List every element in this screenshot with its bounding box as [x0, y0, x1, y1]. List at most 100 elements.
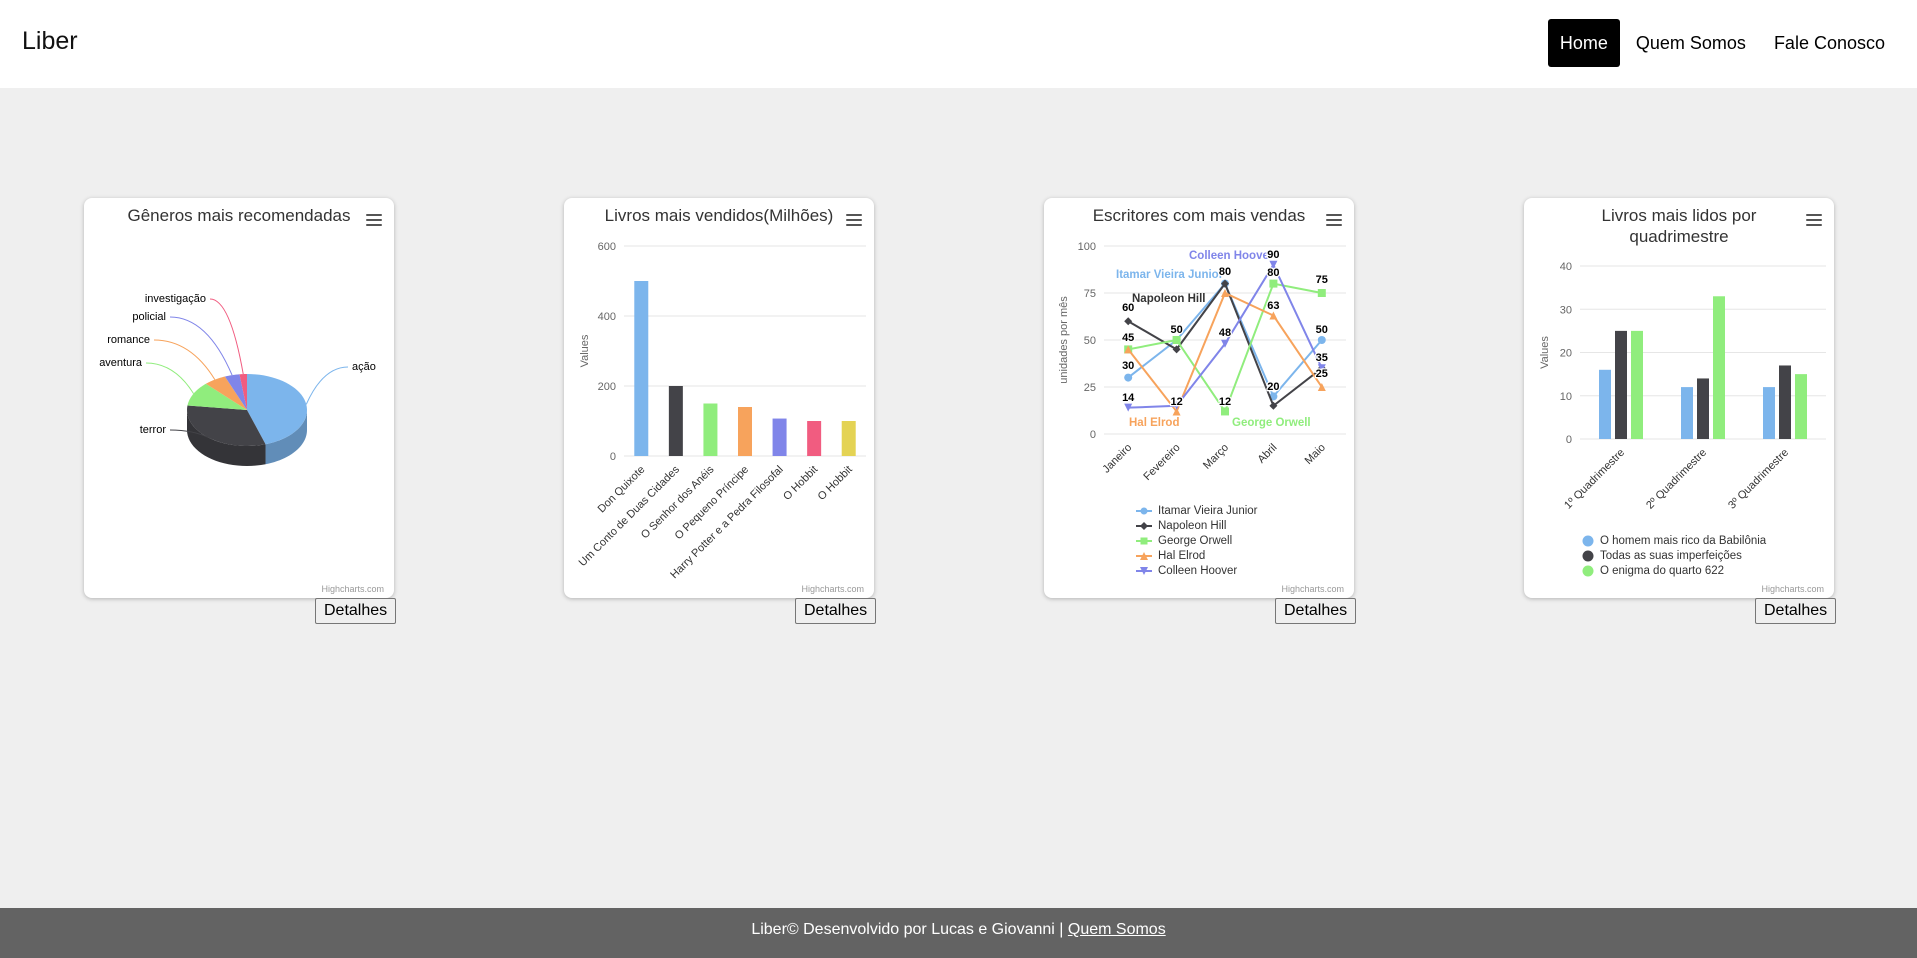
legend-item[interactable]: Colleen Hoover	[1136, 563, 1258, 578]
y-tick-label: 30	[1560, 304, 1572, 316]
x-tick-label: Fevereiro	[1141, 442, 1182, 483]
data-label: 12	[1170, 396, 1182, 408]
data-label: 60	[1122, 302, 1134, 314]
pie-slice	[187, 383, 247, 410]
x-tick-label: 1º Quadrimestre	[1562, 447, 1627, 512]
bar	[1713, 296, 1725, 439]
data-label: 50	[1170, 324, 1182, 336]
data-point	[1221, 289, 1229, 297]
nav-menu: Home Quem Somos Fale Conosco	[1547, 19, 1897, 67]
bar	[841, 421, 856, 456]
bar	[1615, 330, 1627, 439]
pie-slice	[205, 376, 247, 410]
chart-title: Livros mais vendidos(Milhões)	[605, 206, 834, 225]
legend-label: George Orwell	[1158, 534, 1233, 547]
bar	[1599, 369, 1611, 439]
chart-card-livros-lidos: Livros mais lidos por quadrimestre 0 10 20 30…	[1524, 198, 1834, 598]
pie-label: aventura	[99, 357, 143, 369]
y-tick-label: 25	[1084, 382, 1096, 394]
menu-icon[interactable]	[1326, 212, 1342, 226]
legend-item[interactable]: Todas as suas imperfeições	[1582, 548, 1766, 563]
data-point	[1317, 336, 1326, 344]
legend-label: Colleen Hoover	[1158, 564, 1238, 577]
menu-icon[interactable]	[846, 212, 862, 226]
series-annotation: Hal Elrod	[1129, 417, 1179, 429]
navbar: Liber Home Quem Somos Fale Conosco	[0, 0, 1917, 88]
data-point	[1124, 373, 1133, 382]
y-tick-label: 50	[1084, 335, 1096, 347]
grouped-bar-chart: Livros mais lidos por quadrimestre 0 10 20 30…	[1539, 206, 1826, 512]
legend-item[interactable]: O enigma do quarto 622	[1582, 563, 1766, 578]
nav-quem-somos[interactable]: Quem Somos	[1635, 33, 1746, 53]
series-annotation: Napoleon Hill	[1132, 293, 1205, 305]
line-legend: Itamar Vieira Junior Napoleon Hill Georg…	[1136, 503, 1258, 578]
legend-item[interactable]: Napoleon Hill	[1136, 518, 1258, 533]
details-button-livros-lidos[interactable]: Detalhes	[1755, 598, 1837, 624]
data-point	[1317, 289, 1326, 297]
legend-item[interactable]: George Orwell	[1136, 533, 1258, 548]
menu-icon[interactable]	[1806, 212, 1822, 226]
series-line	[1127, 291, 1323, 414]
details-button-escritores[interactable]: Detalhes	[1275, 598, 1357, 624]
data-label: 63	[1267, 300, 1279, 312]
footer-quem-somos-link[interactable]: Quem Somos	[1067, 921, 1166, 938]
x-tick-label: Janeiro	[1100, 442, 1134, 476]
data-point	[1172, 336, 1181, 344]
chart-card-escritores: Escritores com mais vendas 0 25 50 75 100 unid…	[1044, 198, 1354, 598]
menu-icon[interactable]	[366, 212, 382, 226]
data-label: 45	[1122, 332, 1134, 344]
data-label: 75	[1316, 274, 1328, 286]
credits-link[interactable]: Highcharts.com	[1281, 584, 1344, 594]
y-tick-label: 600	[598, 241, 616, 253]
data-label: 25	[1316, 368, 1328, 380]
pie-label: policial	[132, 311, 166, 323]
details-button-livros-vendidos[interactable]: Detalhes	[795, 598, 877, 624]
series-annotation: George Orwell	[1232, 417, 1311, 429]
bar-legend: O homem mais rico da Babilônia Todas as …	[1582, 533, 1766, 578]
pie-label: investigação	[145, 293, 206, 305]
x-tick-label: O Hobbit	[781, 464, 820, 503]
nav-home[interactable]: Home	[1547, 19, 1620, 67]
bar	[738, 407, 752, 456]
bar	[1697, 378, 1709, 439]
credits-link[interactable]: Highcharts.com	[1761, 584, 1824, 594]
pie-label: terror	[140, 424, 167, 436]
bar	[634, 281, 649, 456]
chart-card-generos: Gêneros mais recomendadas ação terror avent…	[84, 198, 394, 598]
y-tick-label: 0	[610, 451, 616, 463]
legend-item[interactable]: O homem mais rico da Babilônia	[1582, 533, 1766, 548]
data-label: 90	[1267, 249, 1279, 261]
x-tick-label: Março	[1201, 442, 1231, 472]
series-annotation: Colleen Hoover	[1189, 250, 1274, 262]
y-tick-label: 40	[1560, 261, 1572, 273]
data-point	[1269, 279, 1278, 288]
y-axis-title: Values	[579, 334, 591, 367]
credits-link[interactable]: Highcharts.com	[321, 584, 384, 594]
pie-chart: Gêneros mais recomendadas ação terror avent…	[99, 206, 376, 466]
data-point	[1124, 345, 1133, 354]
details-button-generos[interactable]: Detalhes	[315, 598, 397, 624]
bar	[772, 418, 787, 456]
bar	[1763, 387, 1775, 439]
pie-label: romance	[107, 334, 150, 346]
legend-item[interactable]: Hal Elrod	[1136, 548, 1258, 563]
y-tick-label: 75	[1084, 288, 1096, 300]
pie-label: ação	[352, 361, 376, 373]
legend-item[interactable]: Itamar Vieira Junior	[1136, 503, 1258, 518]
y-tick-label: 200	[598, 381, 616, 393]
chart-title: Escritores com mais vendas	[1093, 206, 1306, 225]
data-label: 12	[1219, 396, 1231, 408]
legend-label: Hal Elrod	[1158, 549, 1206, 562]
data-label: 20	[1267, 381, 1279, 393]
data-point	[1221, 339, 1229, 348]
pie-slice	[239, 374, 247, 410]
legend-label: O enigma do quarto 622	[1600, 564, 1725, 577]
legend-label: Todas as suas imperfeições	[1600, 549, 1742, 562]
y-axis-title: Values	[1539, 336, 1551, 369]
credits-link[interactable]: Highcharts.com	[801, 584, 864, 594]
nav-fale-conosco[interactable]: Fale Conosco	[1773, 33, 1885, 53]
chart-title: Livros mais lidos por	[1602, 206, 1757, 225]
y-axis-title: unidades por mês	[1058, 296, 1070, 384]
brand-logo[interactable]: Liber	[22, 27, 78, 55]
chart-title: Gêneros mais recomendadas	[127, 206, 350, 225]
